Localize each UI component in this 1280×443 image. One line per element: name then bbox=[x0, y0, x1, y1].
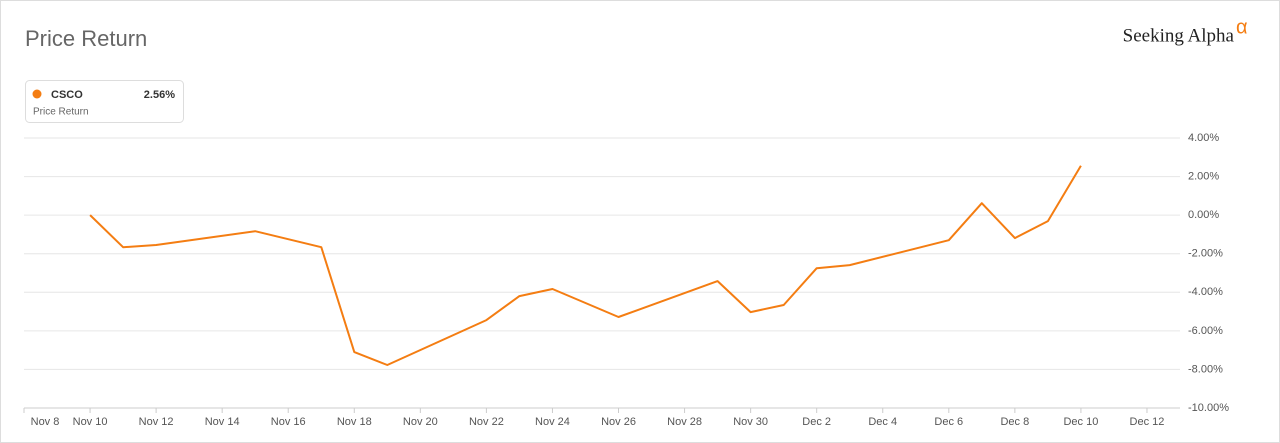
legend-caption: Price Return bbox=[33, 107, 89, 118]
legend-box bbox=[25, 80, 184, 123]
y-tick-label: -4.00% bbox=[1188, 286, 1223, 298]
y-tick-label: -2.00% bbox=[1188, 248, 1223, 260]
y-tick-label: -6.00% bbox=[1188, 325, 1223, 337]
x-tick-label: Nov 14 bbox=[205, 416, 240, 428]
y-tick-label: 4.00% bbox=[1188, 132, 1219, 144]
x-tick-label: Dec 6 bbox=[934, 416, 963, 428]
y-tick-label: 2.00% bbox=[1188, 170, 1219, 182]
x-tick-label: Nov 30 bbox=[733, 416, 768, 428]
x-tick-label: Nov 20 bbox=[403, 416, 438, 428]
y-tick-label: -8.00% bbox=[1188, 363, 1223, 375]
y-tick-label: 0.00% bbox=[1188, 209, 1219, 221]
x-tick-label: Dec 8 bbox=[1000, 416, 1029, 428]
x-tick-label: Nov 10 bbox=[73, 416, 108, 428]
x-tick-label: Nov 28 bbox=[667, 416, 702, 428]
line bbox=[89, 165, 1082, 366]
x-tick-label: Nov 22 bbox=[469, 416, 504, 428]
y-tick-label: -10.00% bbox=[1188, 402, 1229, 414]
x-tick-label: Nov 8 bbox=[31, 416, 60, 428]
x-tick-label: Dec 12 bbox=[1130, 416, 1165, 428]
x-tick-label: Dec 4 bbox=[868, 416, 897, 428]
legend-value: 2.56% bbox=[144, 89, 175, 101]
chart-title: Price Return bbox=[25, 26, 147, 51]
x-tick-label: Dec 2 bbox=[802, 416, 831, 428]
legend-marker bbox=[32, 89, 42, 99]
x-tick-label: Nov 26 bbox=[601, 416, 636, 428]
x-tick-label: Nov 18 bbox=[337, 416, 372, 428]
brand-mark: α bbox=[1236, 16, 1248, 38]
x-tick-label: Nov 16 bbox=[271, 416, 306, 428]
brand-name: Seeking Alpha bbox=[1123, 25, 1235, 46]
x-tick-label: Dec 10 bbox=[1063, 416, 1098, 428]
x-tick-label: Nov 24 bbox=[535, 416, 570, 428]
x-tick-label: Nov 12 bbox=[139, 416, 174, 428]
legend-series: CSCO bbox=[51, 89, 83, 101]
